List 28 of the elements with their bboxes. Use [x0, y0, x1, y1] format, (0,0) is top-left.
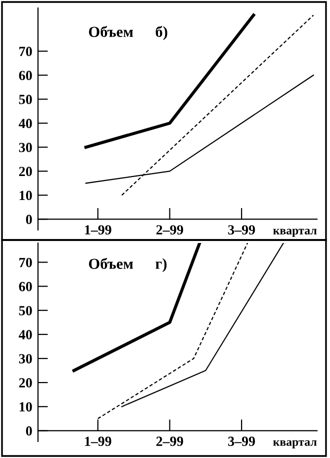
x-axis-title: квартал	[273, 228, 317, 237]
text: б)	[156, 26, 168, 40]
y-tick-label: 70	[19, 46, 32, 56]
x-tick-label: 2–99	[156, 436, 184, 446]
y-tick-label: 70	[19, 258, 32, 268]
x-tick-label: 3–99	[228, 225, 255, 235]
x-tick-label: 3–99	[228, 436, 255, 446]
y-tick-label: 50	[19, 306, 32, 316]
y-tick-label: 0	[26, 426, 32, 436]
x-tick-label: 1–99	[85, 436, 112, 446]
y-tick-label: 10	[20, 190, 32, 200]
y-tick-label: 60	[19, 282, 32, 292]
y-tick-label: 30	[19, 142, 32, 152]
x-axis-title: квартал	[273, 440, 317, 448]
y-tick-label: 40	[18, 330, 32, 340]
y-tick-label: 50	[19, 94, 32, 104]
y-tick-label: 10	[20, 402, 32, 412]
text: г)	[156, 258, 167, 272]
y-axis-title: Объем	[88, 258, 133, 269]
y-tick-label: 20	[19, 378, 32, 388]
y-tick-label: 20	[19, 166, 32, 176]
y-tick-label: 30	[19, 354, 32, 364]
x-tick-label: 1–99	[85, 225, 112, 235]
y-tick-label: 0	[26, 214, 32, 224]
y-axis-title: Объем	[88, 26, 133, 38]
y-tick-label: 40	[18, 118, 32, 128]
y-tick-label: 60	[19, 70, 32, 80]
x-tick-label: 2–99	[156, 225, 184, 235]
